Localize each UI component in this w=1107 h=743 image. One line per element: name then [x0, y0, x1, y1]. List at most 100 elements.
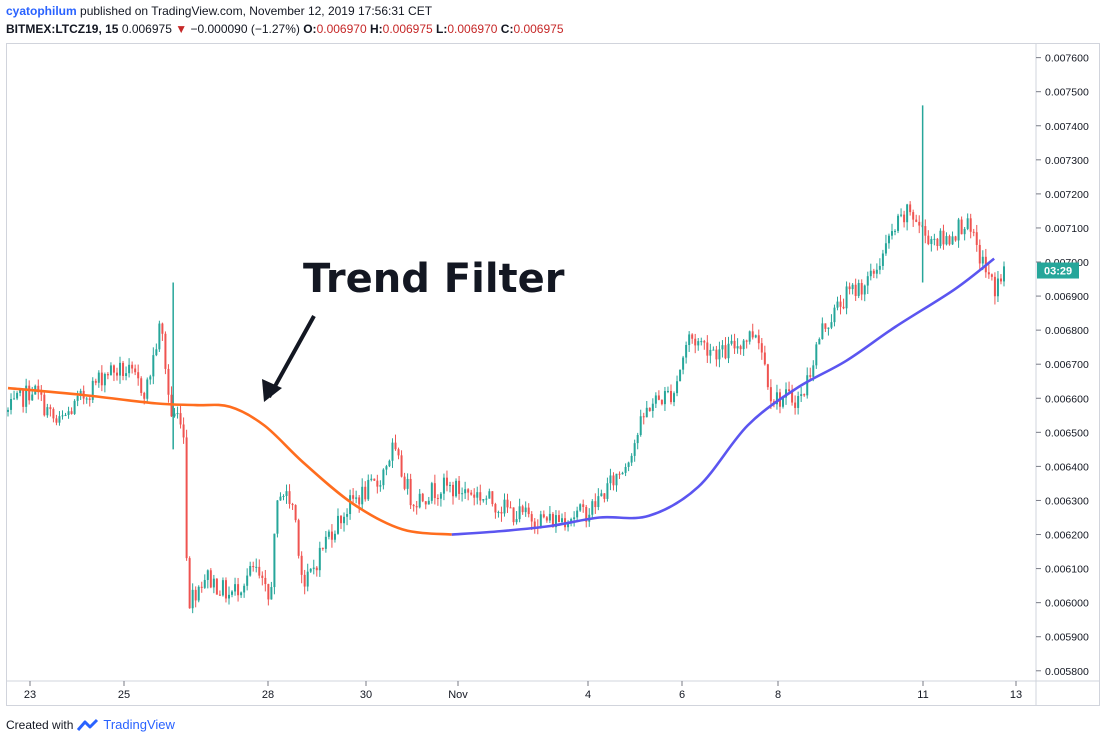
candle-body — [137, 372, 140, 379]
candle-body — [294, 505, 297, 521]
candle-body — [924, 226, 927, 236]
candle-body — [448, 484, 451, 486]
y-tick-label: 0.007300 — [1045, 155, 1089, 167]
candle-body — [757, 335, 760, 344]
x-tick-label: Nov — [448, 689, 468, 701]
candle-body — [146, 379, 149, 399]
candle-body — [85, 398, 88, 400]
candle-body — [927, 235, 930, 245]
candle-body — [818, 339, 821, 345]
candle-body — [119, 362, 122, 376]
candle-body — [594, 501, 597, 508]
candle-body — [975, 232, 978, 245]
candle-body — [945, 236, 948, 245]
candle-body — [579, 504, 582, 511]
candle-body — [651, 403, 654, 411]
candle-body — [503, 499, 506, 514]
candle-body — [848, 286, 851, 290]
candle-body — [200, 586, 203, 588]
candle-body — [436, 498, 439, 500]
y-tick-label: 0.006100 — [1045, 564, 1089, 576]
candle-body — [494, 504, 497, 513]
candle-body — [209, 570, 212, 588]
candle-body — [361, 486, 364, 505]
candle-body — [951, 236, 954, 245]
candle-body — [948, 236, 951, 245]
candle-body — [999, 278, 1002, 282]
symbol-label[interactable]: BITMEX:LTCZ19, 15 — [6, 22, 119, 36]
candle-body — [306, 571, 309, 587]
candle-body — [981, 256, 984, 264]
annotation-arrow — [262, 315, 316, 402]
candle-body — [412, 505, 415, 507]
candle-body — [679, 369, 682, 382]
candle-body — [509, 507, 512, 509]
candle-body — [718, 349, 721, 360]
candle-body — [721, 345, 724, 350]
candle-body — [161, 323, 164, 334]
candle-body — [276, 500, 279, 534]
candle-body — [700, 341, 703, 343]
candle-body — [158, 323, 161, 350]
x-tick-label: 23 — [24, 689, 36, 701]
countdown-label: 03:29 — [1044, 266, 1072, 278]
candle-body — [515, 519, 518, 523]
candle-body — [473, 494, 476, 498]
candle-body — [376, 480, 379, 487]
author-link[interactable]: cyatophilum — [6, 4, 77, 18]
candle-body — [561, 518, 564, 523]
candle-body — [249, 566, 252, 576]
tradingview-brand[interactable]: TradingView — [103, 717, 175, 732]
candle-body — [388, 460, 391, 467]
candle-body — [682, 357, 685, 370]
candle-body — [237, 584, 240, 596]
low-label: L: — [436, 22, 448, 36]
candle-body — [903, 214, 906, 223]
chart-frame — [6, 43, 1100, 706]
candle-body — [712, 349, 715, 351]
candle-body — [660, 399, 663, 405]
candle-body — [122, 362, 125, 376]
candle-body — [112, 365, 115, 373]
candle-body — [654, 395, 657, 404]
candle-body — [800, 394, 803, 397]
candle-body — [542, 514, 545, 518]
ohlc-legend: BITMEX:LTCZ19, 15 0.006975 ▼ −0.000090 (… — [6, 22, 564, 36]
candle-body — [866, 276, 869, 286]
candle-body — [533, 521, 536, 528]
candle-body — [25, 385, 28, 407]
candle-body — [288, 491, 291, 504]
arrow-head — [262, 379, 282, 402]
candle-body — [554, 515, 557, 528]
candle-body — [58, 416, 61, 423]
price-change: −0.000090 (−1.27%) — [190, 22, 300, 36]
candle-body — [769, 387, 772, 402]
candle-body — [845, 286, 848, 309]
candle-body — [358, 497, 361, 505]
candle-body — [751, 331, 754, 338]
x-tick-label: 4 — [585, 689, 591, 701]
candle-body — [606, 483, 609, 499]
candle-body — [131, 364, 134, 369]
trend-filter-bearish — [7, 386, 452, 536]
candle-body — [406, 478, 409, 489]
candle-body — [273, 533, 276, 588]
candle-body — [61, 415, 64, 417]
candle-body — [197, 586, 200, 601]
candle-body — [836, 301, 839, 308]
candle-body — [763, 352, 766, 365]
candle-body — [352, 495, 355, 499]
candle-body — [890, 231, 893, 236]
candle-body — [297, 520, 300, 556]
candle-body — [894, 230, 897, 232]
y-tick-label: 0.007600 — [1045, 53, 1089, 65]
y-tick-label: 0.006000 — [1045, 598, 1089, 610]
candle-body — [824, 323, 827, 329]
candle-body — [285, 491, 288, 497]
candle-body — [261, 575, 264, 578]
candle-body — [43, 394, 46, 416]
candle-body — [167, 368, 170, 395]
candle-body — [518, 506, 521, 520]
candle-body — [854, 284, 857, 296]
